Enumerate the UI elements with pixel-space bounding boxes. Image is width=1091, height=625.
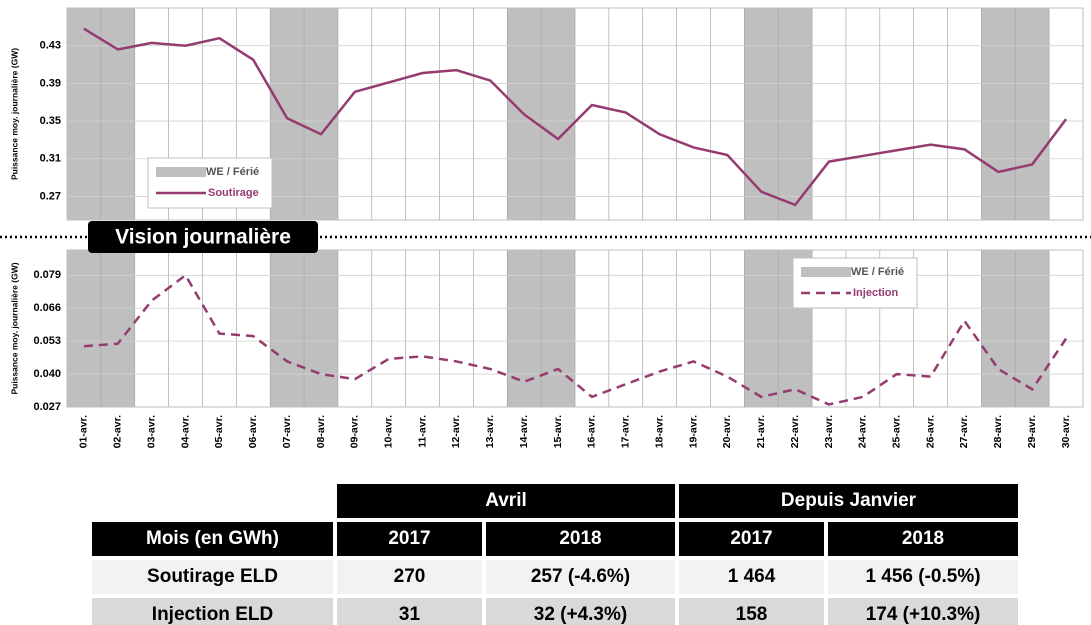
x-tick-label: 17-avr. — [620, 415, 632, 448]
legend-box — [147, 157, 273, 209]
highlight-band — [981, 8, 1016, 220]
chart: 0.27 0.31 0.35 0.39 0.43 Puissance moy. journ… — [0, 7, 1091, 448]
cell: 1 456 (-0.5%) — [828, 560, 1018, 594]
y-tick-label: 0.43 — [40, 40, 61, 52]
highlight-band — [744, 250, 779, 407]
y-tick-label: 0.027 — [33, 401, 61, 413]
x-tick-label: 09-avr. — [349, 415, 361, 448]
x-tick-label: 19-avr. — [687, 415, 699, 448]
y-tick-label: 0.053 — [33, 335, 61, 347]
series-line — [83, 27, 1068, 207]
x-tick-label: 29-avr. — [1026, 415, 1038, 448]
x-tick-label: 01-avr. — [78, 415, 90, 448]
legend-box — [792, 257, 918, 309]
cell: Injection ELD — [92, 598, 333, 625]
x-tick-label: 24-avr. — [857, 415, 869, 448]
y-tick-label: 0.066 — [33, 302, 61, 314]
highlight-band — [1015, 8, 1050, 220]
cell: 32 (+4.3%) — [486, 598, 675, 625]
x-tick-label: 14-avr. — [518, 415, 530, 448]
banner-box — [88, 221, 318, 253]
legend-swatch — [801, 267, 851, 277]
x-tick-label: 04-avr. — [179, 415, 191, 448]
cell: 257 (-4.6%) — [486, 560, 675, 594]
table: Avril Depuis Janvier Mois (en GWh) 2017 … — [88, 480, 1022, 625]
legend: WE / Férié Soutirage — [147, 157, 273, 209]
x-tick-label: 15-avr. — [552, 415, 564, 448]
y-tick-label: 0.079 — [33, 269, 61, 281]
x-tick-label: 11-avr. — [416, 415, 428, 448]
highlight-band — [744, 8, 779, 220]
highlight-band — [981, 250, 1016, 407]
plot-frame — [66, 249, 1084, 408]
highlight-band — [67, 8, 101, 220]
legend-label: WE / Férié — [851, 266, 904, 278]
highlight-band — [270, 250, 305, 407]
x-tick-label: 05-avr. — [213, 415, 225, 448]
x-tick-label: 26-avr. — [924, 415, 936, 448]
y-tick-label: 0.39 — [40, 77, 61, 89]
x-tick-label: 21-avr. — [755, 415, 767, 448]
highlight-band — [541, 8, 575, 220]
highlight-band — [507, 250, 542, 407]
x-tick-label: 25-avr. — [891, 415, 903, 448]
header-cell: 2018 — [828, 522, 1018, 556]
x-tick-label: 16-avr. — [586, 415, 598, 448]
group-header: Depuis Janvier — [679, 484, 1018, 518]
x-tick-label: 18-avr. — [653, 415, 665, 448]
x-tick-label: 23-avr. — [823, 415, 835, 448]
highlight-band — [304, 8, 338, 220]
x-tick-label: 28-avr. — [992, 415, 1004, 448]
highlight-band — [541, 250, 575, 407]
header-cell: 2017 — [679, 522, 824, 556]
cell: 158 — [679, 598, 824, 625]
x-tick-label: 03-avr. — [145, 415, 157, 448]
header-cell: Mois (en GWh) — [92, 522, 333, 556]
x-tick-label: 07-avr. — [281, 415, 293, 448]
cell: 174 (+10.3%) — [828, 598, 1018, 625]
x-tick-label: 02-avr. — [112, 415, 124, 448]
group-header: Avril — [337, 484, 675, 518]
highlight-band — [1015, 250, 1050, 407]
highlight-band — [270, 8, 305, 220]
x-tick-label: 12-avr. — [450, 415, 462, 448]
legend: WE / Férié Injection — [792, 257, 918, 309]
cell: Soutirage ELD — [92, 560, 333, 594]
cell: 31 — [337, 598, 482, 625]
x-tick-label: 27-avr. — [958, 415, 970, 448]
x-tick-label: 08-avr. — [315, 415, 327, 448]
y-tick-label: 0.040 — [33, 368, 61, 380]
highlight-band — [67, 250, 101, 407]
banner: Vision journalière — [115, 226, 291, 249]
cell: 270 — [337, 560, 482, 594]
series-line — [83, 273, 1068, 406]
y-axis-title: Puissance moy. journalière (GW) — [9, 262, 19, 394]
cell: 1 464 — [679, 560, 824, 594]
legend-swatch — [156, 167, 206, 177]
header-cell: 2017 — [337, 522, 482, 556]
legend-label: Soutirage — [208, 187, 259, 199]
y-tick-label: 0.27 — [40, 190, 61, 202]
legend-label: WE / Férié — [206, 166, 259, 178]
x-tick-label: 22-avr. — [789, 415, 801, 448]
x-tick-label: 06-avr. — [247, 415, 259, 448]
plot-frame — [66, 7, 1084, 221]
highlight-band — [304, 250, 338, 407]
header-cell: 2018 — [486, 522, 675, 556]
x-tick-label: 10-avr. — [383, 415, 395, 448]
y-axis-title: Puissance moy. journalière (GW) — [9, 48, 19, 180]
x-tick-label: 20-avr. — [721, 415, 733, 448]
legend-label: Injection — [853, 287, 899, 299]
y-tick-label: 0.31 — [40, 153, 61, 165]
x-tick-label: 13-avr. — [484, 415, 496, 448]
highlight-band — [778, 8, 813, 220]
y-tick-label: 0.35 — [40, 115, 61, 127]
x-tick-label: 30-avr. — [1060, 415, 1072, 448]
highlight-band — [100, 8, 135, 220]
